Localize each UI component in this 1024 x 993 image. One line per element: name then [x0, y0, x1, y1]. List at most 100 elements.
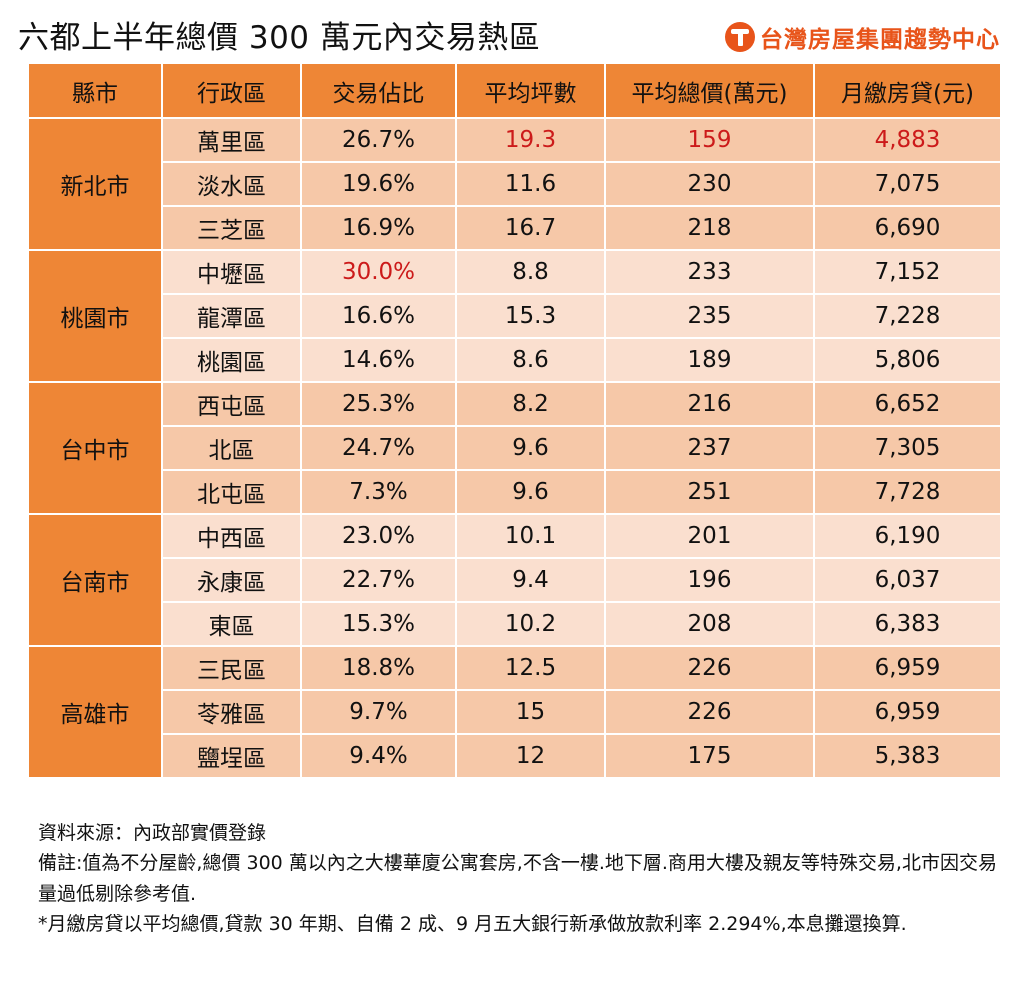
- city-cell: 台中市: [27, 381, 163, 515]
- payment-cell: 5,806: [813, 337, 1002, 383]
- area-cell: 11.6: [455, 161, 606, 207]
- table-row: 龍潭區 16.6% 15.3 235 7,228: [28, 293, 1002, 339]
- price-cell: 216: [604, 381, 815, 427]
- district-cell: 三芝區: [161, 205, 302, 251]
- payment-cell: 7,728: [813, 469, 1002, 515]
- area-cell: 19.3: [455, 117, 606, 163]
- district-cell: 苓雅區: [161, 689, 302, 735]
- city-cell: 高雄市: [27, 645, 163, 779]
- remark-note: 備註:值為不分屋齡,總價 300 萬以內之大樓華廈公寓套房,不含一樓.地下層.商…: [38, 852, 997, 905]
- city-cell: 台南市: [27, 513, 163, 647]
- price-cell: 233: [604, 249, 815, 295]
- share-cell: 7.3%: [300, 469, 457, 515]
- header: 六都上半年總價 300 萬元內交易熱區 台灣房屋集團趨勢中心: [18, 8, 1008, 60]
- area-cell: 10.2: [455, 601, 606, 647]
- price-cell: 237: [604, 425, 815, 471]
- price-cell: 226: [604, 645, 815, 691]
- share-cell: 15.3%: [300, 601, 457, 647]
- brand: 台灣房屋集團趨勢中心: [725, 20, 1000, 54]
- table-row: 淡水區 19.6% 11.6 230 7,075: [28, 161, 1002, 207]
- column-header: 平均總價(萬元): [604, 62, 815, 119]
- share-cell: 25.3%: [300, 381, 457, 427]
- footnote: *月繳房貸以平均總價,貸款 30 年期、自備 2 成、9 月五大銀行新承做放款利…: [38, 913, 907, 936]
- price-cell: 196: [604, 557, 815, 603]
- district-cell: 永康區: [161, 557, 302, 603]
- share-cell: 14.6%: [300, 337, 457, 383]
- share-cell: 24.7%: [300, 425, 457, 471]
- brand-logo-icon: [725, 22, 755, 52]
- price-cell: 226: [604, 689, 815, 735]
- area-cell: 12.5: [455, 645, 606, 691]
- share-cell: 22.7%: [300, 557, 457, 603]
- column-header: 平均坪數: [455, 62, 606, 119]
- district-cell: 東區: [161, 601, 302, 647]
- share-cell: 9.4%: [300, 733, 457, 779]
- payment-cell: 6,959: [813, 689, 1002, 735]
- price-cell: 159: [604, 117, 815, 163]
- payment-cell: 6,690: [813, 205, 1002, 251]
- city-cell: 桃園市: [27, 249, 163, 383]
- brand-name: 台灣房屋集團趨勢中心: [760, 27, 1000, 53]
- table-row: 台南市 中西區 23.0% 10.1 201 6,190: [27, 513, 1002, 647]
- district-cell: 北屯區: [161, 469, 302, 515]
- column-header: 交易佔比: [300, 62, 457, 119]
- price-cell: 235: [604, 293, 815, 339]
- district-cell: 龍潭區: [161, 293, 302, 339]
- share-cell: 9.7%: [300, 689, 457, 735]
- column-header: 行政區: [161, 62, 302, 119]
- share-cell: 16.6%: [300, 293, 457, 339]
- source-note: 資料來源：內政部實價登錄: [38, 822, 267, 844]
- payment-cell: 7,075: [813, 161, 1002, 207]
- area-cell: 8.2: [455, 381, 606, 427]
- payment-cell: 6,190: [813, 513, 1002, 559]
- area-cell: 8.8: [455, 249, 606, 295]
- share-cell: 19.6%: [300, 161, 457, 207]
- district-cell: 中壢區: [161, 249, 302, 295]
- district-cell: 中西區: [161, 513, 302, 559]
- price-cell: 251: [604, 469, 815, 515]
- table-row: 北屯區 7.3% 9.6 251 7,728: [28, 469, 1002, 515]
- share-cell: 23.0%: [300, 513, 457, 559]
- area-cell: 12: [455, 733, 606, 779]
- column-header: 縣市: [27, 62, 163, 119]
- price-cell: 201: [604, 513, 815, 559]
- payment-cell: 7,228: [813, 293, 1002, 339]
- city-cell: 新北市: [27, 117, 163, 251]
- district-cell: 淡水區: [161, 161, 302, 207]
- area-cell: 15: [455, 689, 606, 735]
- payment-cell: 6,383: [813, 601, 1002, 647]
- district-cell: 西屯區: [161, 381, 302, 427]
- area-cell: 9.6: [455, 469, 606, 515]
- payment-cell: 7,152: [813, 249, 1002, 295]
- table-row: 桃園市 中壢區 30.0% 8.8 233 7,152: [27, 249, 1002, 383]
- price-cell: 175: [604, 733, 815, 779]
- table-row: 東區 15.3% 10.2 208 6,383: [28, 601, 1002, 647]
- table-row: 桃園區 14.6% 8.6 189 5,806: [28, 337, 1002, 383]
- page-title: 六都上半年總價 300 萬元內交易熱區: [18, 20, 541, 56]
- share-cell: 26.7%: [300, 117, 457, 163]
- area-cell: 9.6: [455, 425, 606, 471]
- payment-cell: 7,305: [813, 425, 1002, 471]
- area-cell: 15.3: [455, 293, 606, 339]
- table-row: 三芝區 16.9% 16.7 218 6,690: [28, 205, 1002, 251]
- table-row: 高雄市 三民區 18.8% 12.5 226 6,959: [27, 645, 1002, 779]
- price-cell: 189: [604, 337, 815, 383]
- area-cell: 9.4: [455, 557, 606, 603]
- column-header: 月繳房貸(元): [813, 62, 1002, 119]
- price-cell: 208: [604, 601, 815, 647]
- price-cell: 218: [604, 205, 815, 251]
- payment-cell: 6,037: [813, 557, 1002, 603]
- area-cell: 8.6: [455, 337, 606, 383]
- area-cell: 16.7: [455, 205, 606, 251]
- district-cell: 三民區: [161, 645, 302, 691]
- share-cell: 30.0%: [300, 249, 457, 295]
- area-cell: 10.1: [455, 513, 606, 559]
- table-row: 北區 24.7% 9.6 237 7,305: [28, 425, 1002, 471]
- payment-cell: 4,883: [813, 117, 1002, 163]
- share-cell: 16.9%: [300, 205, 457, 251]
- table-row: 苓雅區 9.7% 15 226 6,959: [28, 689, 1002, 735]
- share-cell: 18.8%: [300, 645, 457, 691]
- district-cell: 萬里區: [161, 117, 302, 163]
- district-cell: 北區: [161, 425, 302, 471]
- table-row: 永康區 22.7% 9.4 196 6,037: [28, 557, 1002, 603]
